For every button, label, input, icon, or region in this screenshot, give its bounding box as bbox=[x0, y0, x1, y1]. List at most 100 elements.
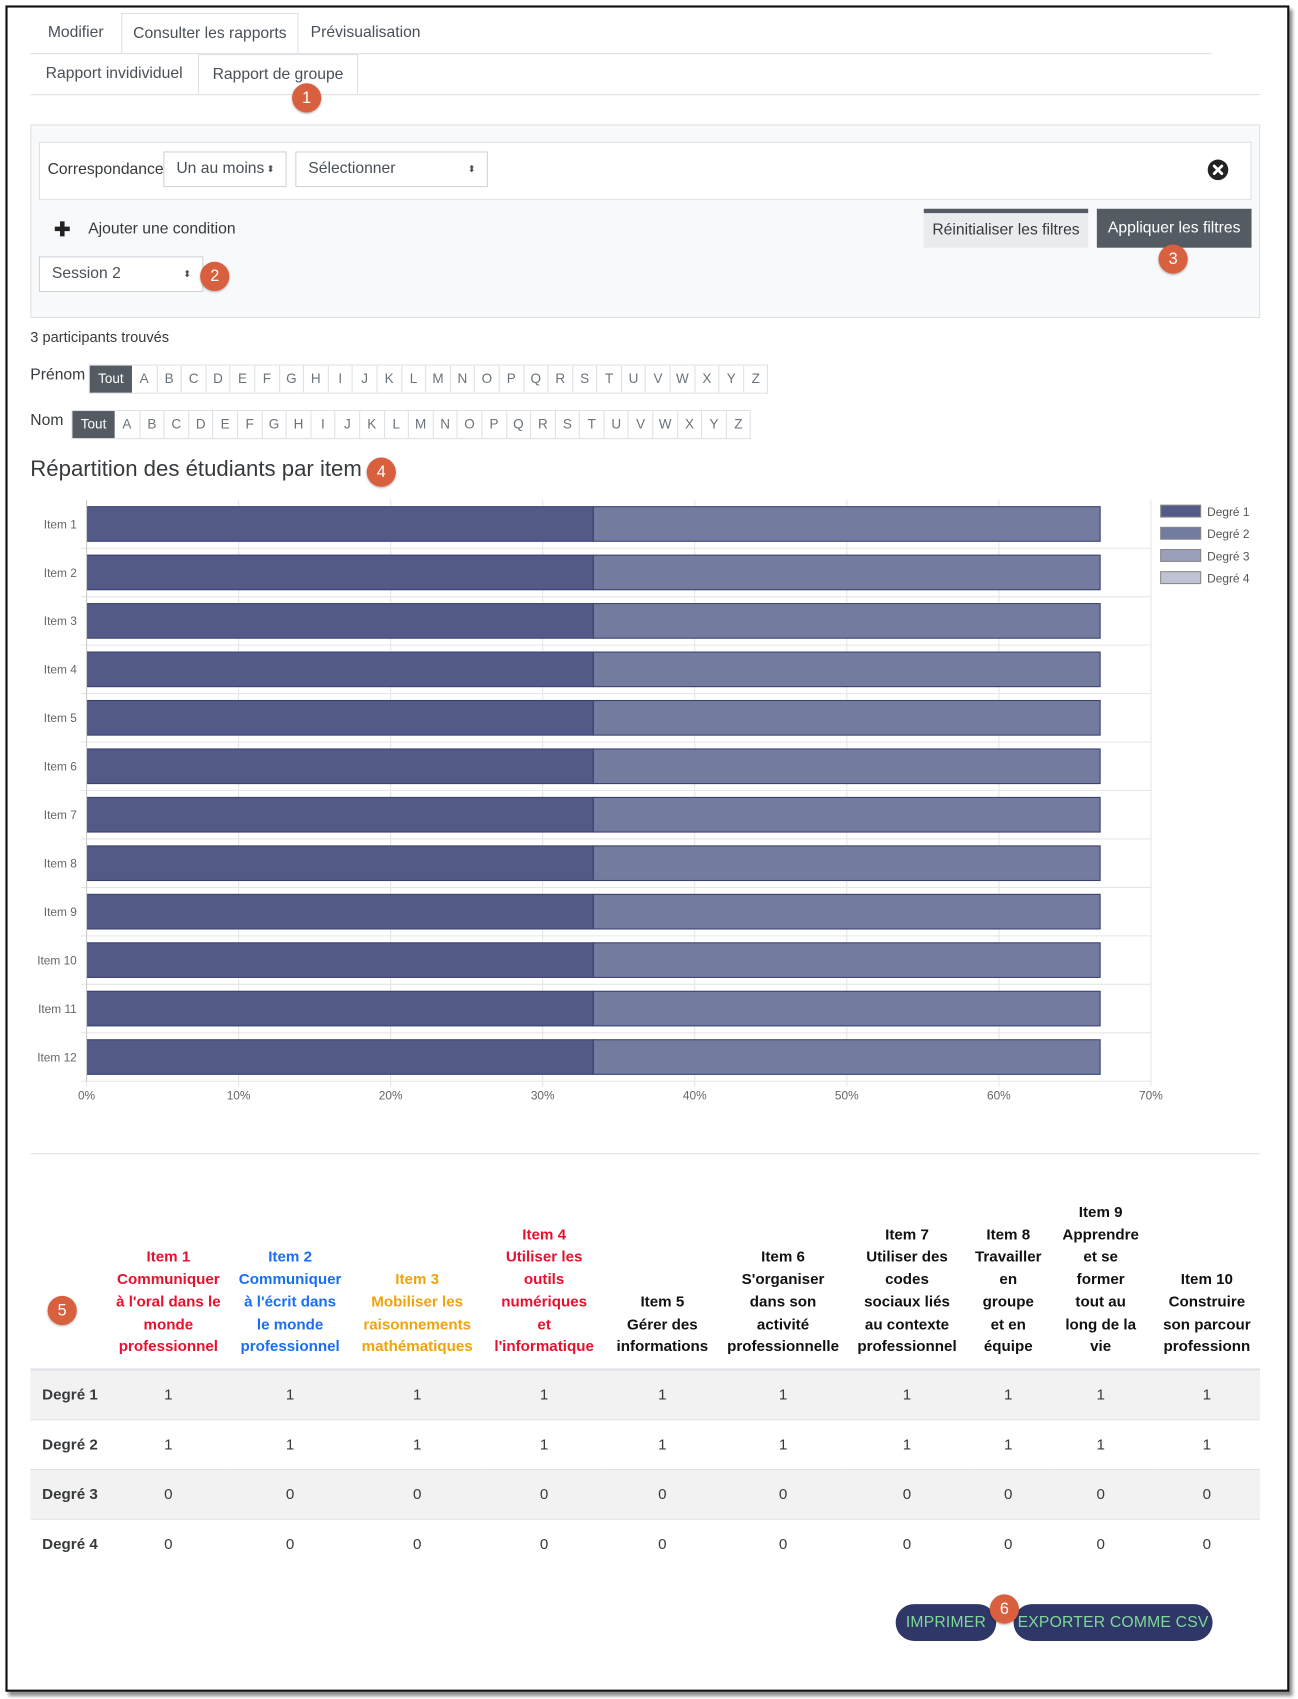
x-tick-label: 20% bbox=[379, 1089, 403, 1103]
match-select[interactable]: Un au moins ⬍ bbox=[163, 151, 287, 188]
bar-degr-1-item-3 bbox=[85, 603, 594, 639]
export-csv-button[interactable]: EXPORTER COMME CSV bbox=[1013, 1604, 1213, 1641]
lastname-letter-w[interactable]: W bbox=[652, 411, 676, 439]
callout-badge-1: 1 bbox=[292, 83, 322, 113]
firstname-letter-s[interactable]: S bbox=[571, 365, 596, 393]
remove-condition-close-icon[interactable] bbox=[1207, 159, 1229, 181]
bar-degr-1-item-9 bbox=[85, 893, 594, 930]
firstname-letter-l[interactable]: L bbox=[400, 365, 425, 393]
bar-degr-1-item-7 bbox=[85, 796, 594, 833]
firstname-letter-e[interactable]: E bbox=[229, 365, 254, 393]
lastname-letter-d[interactable]: D bbox=[187, 411, 212, 439]
tab-modifier[interactable]: Modifier bbox=[47, 23, 104, 42]
field-select[interactable]: Sélectionner ⬍ bbox=[295, 151, 488, 188]
row-header: Degré 1 bbox=[30, 1368, 107, 1420]
x-tick-label: 30% bbox=[531, 1089, 555, 1103]
firstname-letter-x[interactable]: X bbox=[694, 365, 718, 393]
lastname-letter-t[interactable]: T bbox=[579, 411, 603, 439]
lastname-letter-z[interactable]: Z bbox=[725, 411, 750, 439]
firstname-letter-v[interactable]: V bbox=[645, 365, 669, 393]
firstname-letter-k[interactable]: K bbox=[376, 365, 400, 393]
reset-filters-button[interactable]: Réinitialiser les filtres bbox=[923, 208, 1089, 248]
print-button[interactable]: IMPRIMER bbox=[895, 1604, 997, 1641]
apply-filters-button[interactable]: Appliquer les filtres bbox=[1096, 208, 1252, 248]
firstname-letter-n[interactable]: N bbox=[449, 365, 474, 393]
firstname-letter-d[interactable]: D bbox=[205, 365, 229, 393]
lastname-letter-c[interactable]: C bbox=[163, 411, 188, 439]
table-cell: 1 bbox=[720, 1419, 846, 1470]
table-cell: 0 bbox=[106, 1468, 231, 1520]
subtabs-divider bbox=[30, 94, 1261, 96]
tab-rapport-individuel[interactable]: Rapport invidividuel bbox=[45, 64, 183, 83]
lastname-letter-o[interactable]: O bbox=[456, 411, 481, 439]
table-cell: 1 bbox=[968, 1368, 1048, 1420]
table-cell: 0 bbox=[845, 1518, 969, 1569]
lastname-letter-m[interactable]: M bbox=[407, 411, 432, 439]
lastname-letter-n[interactable]: N bbox=[432, 411, 456, 439]
lastname-letter-p[interactable]: P bbox=[481, 411, 505, 439]
column-header-item-3: Item 3 Mobiliser les raisonnements mathé… bbox=[349, 1200, 485, 1371]
add-condition-button[interactable]: ✚ Ajouter une condition bbox=[54, 219, 236, 242]
tab-consulter-rapports[interactable]: Consulter les rapports bbox=[121, 12, 299, 55]
firstname-letter-j[interactable]: J bbox=[351, 365, 376, 393]
sort-arrows-icon: ⬍ bbox=[266, 163, 275, 175]
firstname-letter-c[interactable]: C bbox=[180, 365, 205, 393]
tab-previsualisation[interactable]: Prévisualisation bbox=[310, 23, 421, 42]
firstname-initials-bar: Tout A B C D E F G H I J K L M N O P Q R S T U V W X Y Z bbox=[88, 364, 769, 394]
firstname-letter-b[interactable]: B bbox=[156, 365, 180, 393]
lastname-letter-g[interactable]: G bbox=[261, 411, 285, 439]
lastname-letter-k[interactable]: K bbox=[359, 411, 383, 439]
firstname-all-button[interactable]: Tout bbox=[89, 365, 132, 393]
lastname-all-button[interactable]: Tout bbox=[72, 411, 115, 439]
firstname-letter-f[interactable]: F bbox=[254, 365, 278, 393]
firstname-letter-y[interactable]: Y bbox=[718, 365, 743, 393]
lastname-letter-i[interactable]: I bbox=[310, 411, 334, 439]
y-category-label: Item 6 bbox=[44, 760, 77, 774]
table-cell: 0 bbox=[484, 1468, 604, 1520]
firstname-letter-p[interactable]: P bbox=[498, 365, 523, 393]
firstname-letter-o[interactable]: O bbox=[474, 365, 498, 393]
bar-degr-2-item-6 bbox=[592, 748, 1101, 785]
firstname-letter-w[interactable]: W bbox=[669, 365, 694, 393]
firstname-letter-a[interactable]: A bbox=[139, 371, 149, 387]
lastname-letter-v[interactable]: V bbox=[627, 411, 652, 439]
firstname-letter-i[interactable]: I bbox=[327, 365, 351, 393]
lastname-letter-u[interactable]: U bbox=[603, 411, 627, 439]
firstname-letter-g[interactable]: G bbox=[278, 365, 303, 393]
firstname-letter-h[interactable]: H bbox=[303, 365, 327, 393]
lastname-letter-r[interactable]: R bbox=[530, 411, 554, 439]
lastname-letter-f[interactable]: F bbox=[236, 411, 261, 439]
lastname-letter-h[interactable]: H bbox=[285, 411, 310, 439]
firstname-letter-t[interactable]: T bbox=[596, 365, 620, 393]
lastname-letter-a[interactable]: A bbox=[122, 416, 132, 432]
row-header: Degré 2 bbox=[30, 1419, 107, 1470]
lastname-letter-s[interactable]: S bbox=[554, 411, 579, 439]
y-category-label: Item 9 bbox=[44, 905, 77, 919]
x-tick-label: 0% bbox=[78, 1089, 96, 1103]
bar-degr-1-item-2 bbox=[85, 554, 594, 591]
y-category-label: Item 4 bbox=[44, 663, 77, 677]
tab-rapport-groupe[interactable]: Rapport de groupe bbox=[197, 54, 359, 96]
lastname-letter-e[interactable]: E bbox=[212, 411, 236, 439]
table-cell: 0 bbox=[603, 1518, 721, 1569]
table-cell: 0 bbox=[484, 1518, 604, 1569]
firstname-letter-u[interactable]: U bbox=[620, 365, 645, 393]
lastname-letter-q[interactable]: Q bbox=[505, 411, 530, 439]
firstname-letter-r[interactable]: R bbox=[547, 365, 571, 393]
firstname-letter-m[interactable]: M bbox=[425, 365, 449, 393]
lastname-letter-j[interactable]: J bbox=[334, 411, 359, 439]
lastname-letter-b[interactable]: B bbox=[139, 411, 163, 439]
table-cell: 1 bbox=[1153, 1368, 1261, 1420]
lastname-letter-l[interactable]: L bbox=[383, 411, 407, 439]
table-cell: 1 bbox=[603, 1419, 721, 1470]
firstname-letter-q[interactable]: Q bbox=[523, 365, 547, 393]
session-select[interactable]: Session 2 ⬍ bbox=[38, 256, 204, 293]
x-tick-label: 50% bbox=[835, 1089, 859, 1103]
table-cell: 1 bbox=[484, 1419, 604, 1470]
column-header-item-7: Item 7 Utiliser des codes sociaux liés a… bbox=[845, 1200, 969, 1371]
y-category-label: Item 5 bbox=[44, 711, 77, 725]
lastname-letter-x[interactable]: X bbox=[676, 411, 701, 439]
firstname-letter-z[interactable]: Z bbox=[742, 365, 767, 393]
lastname-letter-y[interactable]: Y bbox=[701, 411, 725, 439]
